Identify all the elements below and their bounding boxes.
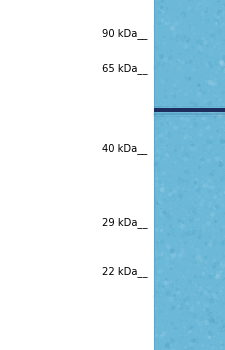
Bar [154, 113, 225, 115]
Text: 40 kDa__: 40 kDa__ [102, 143, 147, 154]
Text: 90 kDa__: 90 kDa__ [102, 28, 147, 39]
Text: 29 kDa__: 29 kDa__ [102, 217, 147, 228]
Text: 65 kDa__: 65 kDa__ [102, 63, 147, 74]
Bar [154, 0, 225, 350]
Bar [154, 106, 225, 107]
Bar [154, 108, 225, 112]
Bar [154, 116, 225, 117]
Bar [154, 108, 225, 110]
Text: 22 kDa__: 22 kDa__ [102, 266, 147, 277]
